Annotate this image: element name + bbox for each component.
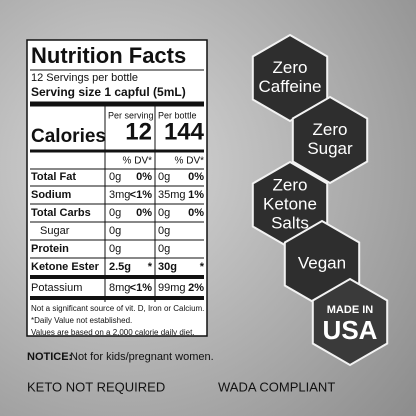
cell: 2.5g <box>109 261 131 273</box>
cell-dv: 0% <box>136 171 152 183</box>
cell: 0g <box>109 207 121 219</box>
row-label: Ketone Ester <box>31 261 100 273</box>
row-label: Potassium <box>31 282 82 294</box>
cell-dv: <1% <box>130 282 153 294</box>
col-head: Per bottle <box>158 110 197 120</box>
badge-text: Caffeine <box>258 77 321 96</box>
servings: 12 Servings per bottle <box>31 72 138 84</box>
cell: 0g <box>158 243 170 255</box>
cell: 99mg <box>158 282 186 294</box>
cell-dv: <1% <box>130 189 153 201</box>
cell: 0g <box>109 243 121 255</box>
cell: 0g <box>158 207 170 219</box>
cell: 0g <box>158 225 170 237</box>
calories-value: 12 <box>125 118 152 145</box>
dv-head: % DV* <box>175 156 205 167</box>
calories-value: 144 <box>164 118 205 145</box>
badge-text: Zero <box>273 58 308 77</box>
cell-dv: 0% <box>188 207 204 219</box>
row-label: Sodium <box>31 189 72 201</box>
cell-dv: 1% <box>188 189 204 201</box>
badge-text: MADE IN <box>327 304 374 316</box>
badge-text: Salts <box>271 213 309 232</box>
row-label: Total Fat <box>31 171 76 183</box>
cell: 30g <box>158 261 177 273</box>
cell-dv: * <box>148 261 153 273</box>
calories-label: Calories <box>31 126 106 147</box>
row-label: Protein <box>31 243 69 255</box>
footer-text: WADA COMPLIANT <box>218 379 335 394</box>
cell: 0g <box>109 171 121 183</box>
dv-head: % DV* <box>123 156 153 167</box>
badge-hexagon <box>291 95 369 185</box>
badge-text: Vegan <box>298 253 346 272</box>
row-label: Sugar <box>40 225 70 237</box>
badge-hexagon <box>311 277 389 367</box>
cell-dv: 0% <box>136 207 152 219</box>
notice-text: Not for kids/pregnant women. <box>70 351 214 363</box>
footnote: Not a significant source of vit. D, Iron… <box>31 304 204 313</box>
cell: 3mg <box>109 189 130 201</box>
footnote: Values are based on a 2,000 calorie dail… <box>31 328 195 337</box>
cell: 0g <box>109 225 121 237</box>
col-head: Per serving <box>108 110 154 120</box>
badge-text: Ketone <box>263 194 317 213</box>
badge-hexagon <box>251 33 329 123</box>
badge-text: Sugar <box>307 139 353 158</box>
nutrition-label: Nutrition Facts 12 Servings per bottleSer… <box>30 43 205 337</box>
row-label: Total Carbs <box>31 207 91 219</box>
notice-label: NOTICE: <box>27 351 72 363</box>
cell-dv: 0% <box>188 171 204 183</box>
cell-dv: * <box>200 261 205 273</box>
footnote: *Daily Value not established. <box>31 316 132 325</box>
cell: 8mg <box>109 282 130 294</box>
serving-size: Serving size 1 capful (5mL) <box>31 85 186 99</box>
badge-text: Zero <box>273 175 308 194</box>
label-box <box>26 39 208 337</box>
cell: 0g <box>158 171 170 183</box>
badges: ZeroCaffeineZeroSugarZeroKetoneSaltsVega… <box>251 33 389 367</box>
badge-text: Zero <box>313 120 348 139</box>
cell: 35mg <box>158 189 186 201</box>
footer-text: KETO NOT REQUIRED <box>27 379 165 394</box>
badge-text: USA <box>323 315 378 345</box>
cell-dv: 2% <box>188 282 204 294</box>
label-title: Nutrition Facts <box>31 43 186 68</box>
